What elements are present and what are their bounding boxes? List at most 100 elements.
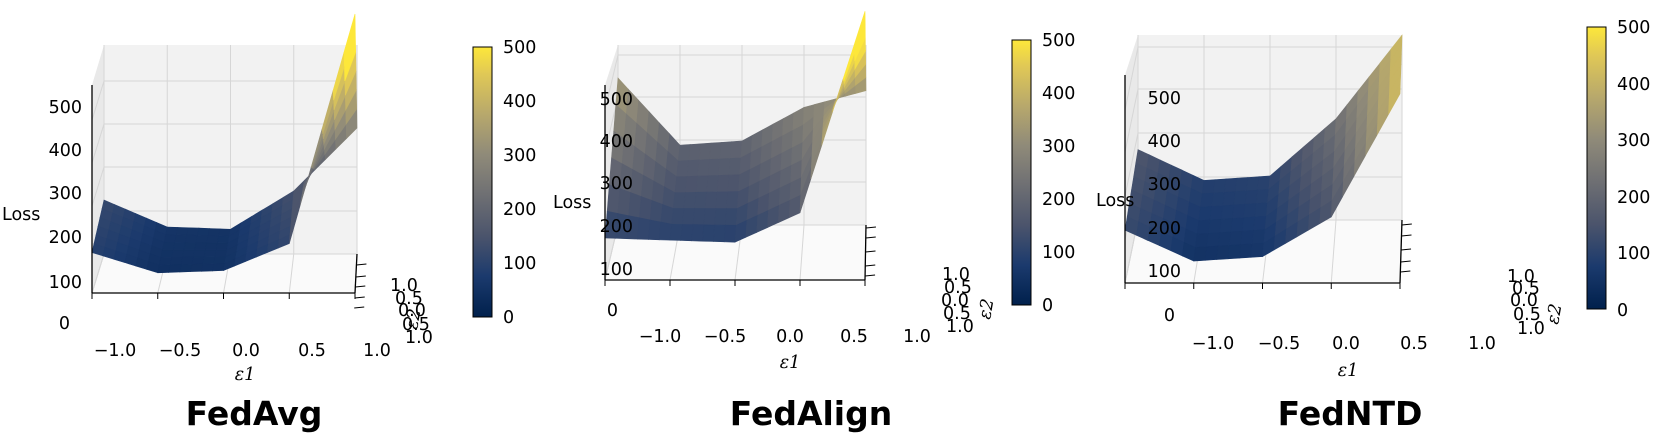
surface-patch: [213, 256, 227, 265]
surface-patch: [1209, 205, 1224, 221]
surface-patch: [712, 224, 726, 243]
y-axis-label: ε2: [402, 307, 425, 331]
y-tick-mark: [354, 306, 365, 309]
z-gridline-side: [91, 80, 105, 121]
surface-patch: [179, 264, 193, 273]
surface-patch: [207, 228, 221, 237]
surface-patch: [719, 141, 733, 160]
surface-patch: [683, 191, 697, 209]
z-gridline-side: [604, 54, 619, 111]
surface-patch: [1257, 175, 1271, 191]
x-tick-label: 1.0: [363, 341, 391, 361]
surface-patch: [628, 192, 642, 219]
panel-fedavg: FedAvg Loss ε1 ε2 0 100 200 300 400 500 …: [2, 38, 536, 433]
surface-patch: [191, 256, 205, 265]
colorbar-tick-label: 200: [1617, 188, 1650, 208]
y-tick-label: 0.0: [941, 291, 969, 311]
surface-patch: [194, 242, 208, 251]
surface-patch: [680, 224, 694, 242]
y-axis-line: [1399, 219, 1403, 284]
z-gridline-side: [1124, 46, 1139, 111]
surface-patch: [715, 191, 729, 209]
colorbar-tick-label: 0: [1042, 296, 1053, 316]
surface-patch: [175, 227, 189, 236]
y-tick-label: 1.0: [1507, 267, 1535, 287]
surface-patch: [676, 160, 690, 178]
z-tick-label: 100: [600, 260, 633, 280]
z-tick-label: 200: [600, 217, 633, 237]
y-tick-mark: [1400, 248, 1412, 251]
surface-patch: [1208, 218, 1222, 234]
x-tick-label: −0.5: [704, 327, 747, 347]
z-tick-label: 300: [600, 174, 633, 194]
z-tick-label: 400: [600, 132, 633, 152]
surface-patch: [1243, 203, 1257, 219]
surface-patch: [637, 217, 651, 240]
z-tick-label: 400: [49, 141, 82, 161]
colorbar-tick-label: 400: [503, 92, 536, 112]
y-tick-mark: [865, 274, 876, 277]
surface-patch: [672, 192, 686, 209]
z-tick-label: 0: [59, 314, 70, 334]
z-axis-label: Loss: [553, 193, 591, 213]
x-tick-label: 0.5: [840, 327, 868, 347]
colorbar-fill: [472, 46, 493, 318]
surface-patch: [195, 235, 209, 244]
surface-patch: [1229, 230, 1243, 246]
surface-patch: [201, 263, 215, 272]
chart-title: FedNTD: [1278, 394, 1423, 433]
z-axis-label: Loss: [1096, 191, 1134, 211]
z-tick-label: 200: [1148, 219, 1181, 239]
surface-patch: [1255, 189, 1270, 204]
colorbar-tick-label: 100: [503, 254, 536, 274]
y-tick-mark: [865, 226, 876, 229]
z-tick-label: 200: [49, 228, 82, 248]
loss-surface: [91, 13, 358, 274]
surface-patch: [716, 174, 730, 193]
colorbar-tick-label: 100: [1617, 244, 1650, 264]
x-ticks: −1.0 −0.5 0.0 0.5 1.0: [639, 327, 931, 347]
surface-patch: [193, 249, 206, 258]
y-tick-mark: [355, 285, 366, 288]
x-axis-label: ε1: [235, 365, 256, 385]
y-tick-mark: [355, 275, 366, 278]
surface-patch: [168, 264, 182, 273]
surface-patch: [1254, 202, 1268, 218]
y-tick-mark: [1400, 270, 1411, 273]
surface-patch: [674, 176, 688, 194]
y-ticks: 1.0 0.5 0.0 0.5 1.0: [941, 265, 974, 337]
loss-surface: [604, 11, 867, 243]
colorbar-tick-label: 400: [1617, 75, 1650, 95]
surface-patch: [174, 234, 188, 243]
y-tick-label: 0.0: [1510, 291, 1538, 311]
y-tick-mark: [1400, 260, 1411, 263]
surface-patch: [725, 208, 738, 226]
colorbar-tick-label: 500: [1617, 18, 1650, 38]
surface-patch: [688, 143, 702, 161]
x-tick-label: 0.0: [1332, 334, 1360, 354]
plot-area-fedavg: [91, 13, 367, 309]
surface-patch: [1220, 204, 1235, 220]
surface-patch: [158, 257, 173, 266]
x-tick-label: 0.5: [298, 341, 326, 361]
colorbar-tick-label: 200: [1042, 190, 1075, 210]
surface-patch: [190, 263, 204, 272]
surface-patch: [1219, 218, 1233, 234]
surface-patch: [180, 256, 194, 265]
x-tick-label: −1.0: [94, 341, 137, 361]
z-tick-label: 300: [49, 184, 82, 204]
colorbar-tick-label: 300: [503, 146, 536, 166]
surface-patch: [1204, 245, 1219, 261]
z-gridline-side: [91, 123, 105, 164]
x-tick-label: 1.0: [1468, 334, 1496, 354]
y-tick-label: 0.5: [944, 278, 972, 298]
surface-patch: [1193, 246, 1208, 262]
surface-patch: [162, 241, 176, 251]
surface-patch: [1196, 219, 1211, 235]
surface-patch: [202, 256, 216, 265]
surface-patch: [728, 157, 742, 176]
x-tick-label: −1.0: [639, 327, 682, 347]
surface-patch: [182, 249, 196, 258]
surface-patch: [706, 175, 720, 193]
y-tick-label: 1.0: [405, 328, 433, 348]
